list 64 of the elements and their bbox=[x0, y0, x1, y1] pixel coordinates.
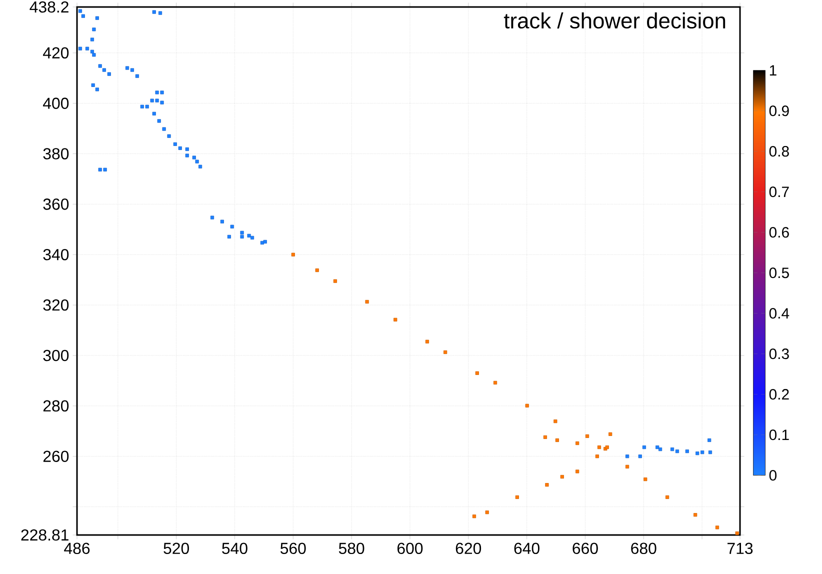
color-bar-label: 0.3 bbox=[769, 348, 789, 360]
point bbox=[315, 268, 319, 272]
point bbox=[665, 495, 670, 499]
color-bar-label: 0.8 bbox=[769, 146, 789, 157]
y-tick-label: 340 bbox=[43, 248, 69, 260]
x-tick-label: 560 bbox=[280, 542, 306, 554]
color-bar-label: 0.9 bbox=[769, 106, 789, 116]
color-bar-label: 0 bbox=[769, 470, 777, 481]
point bbox=[597, 445, 602, 450]
color-bar-label: 0.6 bbox=[769, 227, 789, 238]
x-tick-label: 600 bbox=[397, 542, 423, 554]
y-tick-label: 380 bbox=[43, 148, 69, 160]
y-tick-label: 280 bbox=[43, 400, 69, 412]
point bbox=[644, 477, 648, 482]
color-bar-label: 1 bbox=[770, 65, 776, 76]
point bbox=[554, 419, 558, 424]
y-tick-label: 400 bbox=[43, 98, 69, 109]
color-bar-label: 0.2 bbox=[769, 389, 789, 400]
y-tick-label: 300 bbox=[43, 350, 69, 362]
x-tick-label: 680 bbox=[631, 542, 656, 554]
point bbox=[394, 318, 398, 322]
point bbox=[625, 464, 630, 468]
point bbox=[576, 470, 580, 474]
point bbox=[333, 279, 337, 283]
point bbox=[560, 474, 564, 479]
y-tick-label: 420 bbox=[43, 47, 69, 59]
point bbox=[543, 435, 547, 439]
x-tick-label: 520 bbox=[164, 542, 189, 554]
point bbox=[525, 404, 529, 408]
point bbox=[515, 495, 519, 499]
point bbox=[576, 441, 580, 446]
point bbox=[735, 531, 739, 536]
point bbox=[425, 340, 429, 344]
point bbox=[595, 454, 599, 458]
x-tick-label: 620 bbox=[456, 542, 482, 554]
y-tick-label: 360 bbox=[43, 198, 69, 210]
point bbox=[291, 252, 295, 256]
point bbox=[694, 513, 698, 517]
chart-title: track / shower decision bbox=[504, 12, 726, 29]
color-bar-label: 0.7 bbox=[769, 186, 789, 198]
x-tick-label: 580 bbox=[338, 542, 364, 554]
point bbox=[608, 432, 612, 436]
point bbox=[493, 380, 498, 384]
color-bar-label: 0.1 bbox=[769, 430, 789, 440]
point bbox=[472, 514, 476, 518]
y-tick-label: 438.2 bbox=[30, 1, 68, 13]
x-tick-label: 713 bbox=[728, 542, 753, 554]
point bbox=[475, 371, 479, 375]
point bbox=[485, 510, 489, 514]
x-tick-label: 486 bbox=[64, 542, 90, 554]
x-tick-label: 640 bbox=[514, 542, 540, 554]
point bbox=[545, 483, 549, 487]
point bbox=[585, 434, 590, 438]
color-bar-label: 0.5 bbox=[769, 268, 789, 278]
x-tick-label: 660 bbox=[572, 542, 598, 554]
y-tick-label: 260 bbox=[43, 450, 69, 462]
y-tick-label: 320 bbox=[43, 299, 69, 311]
x-tick-label: 540 bbox=[222, 542, 248, 554]
point bbox=[365, 300, 369, 304]
y-tick-label: 228.81 bbox=[21, 529, 68, 541]
point bbox=[444, 350, 448, 354]
point bbox=[715, 526, 720, 530]
color-bar-label: 0.4 bbox=[769, 308, 790, 319]
point bbox=[555, 438, 559, 442]
